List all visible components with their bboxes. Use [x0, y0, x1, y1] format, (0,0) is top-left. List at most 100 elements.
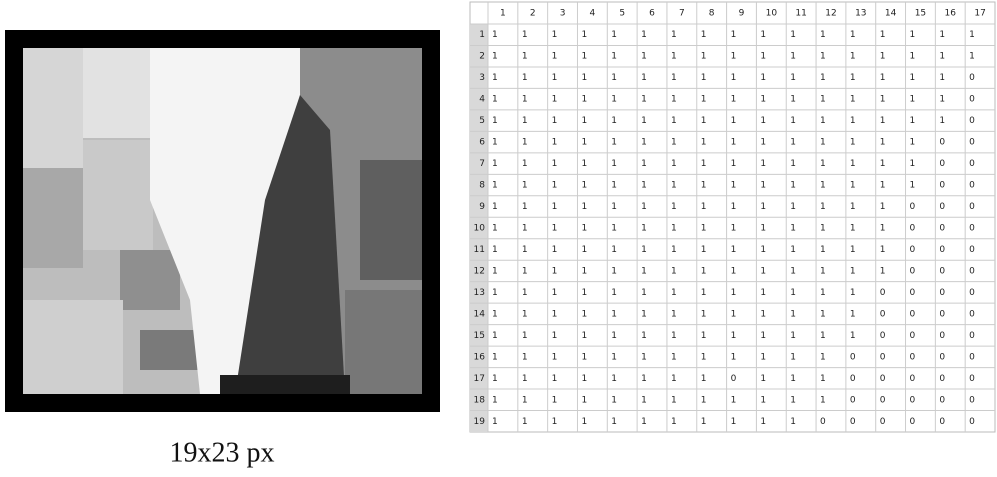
cell: 1 — [641, 202, 647, 212]
cell: 1 — [552, 202, 558, 212]
cell: 1 — [760, 116, 766, 126]
cell: 1 — [611, 288, 617, 298]
cell: 1 — [760, 245, 766, 255]
pixel-block — [83, 140, 153, 250]
cell: 1 — [910, 116, 916, 126]
cell: 1 — [820, 52, 826, 62]
cell: 1 — [552, 95, 558, 105]
cell: 1 — [731, 116, 737, 126]
cell: 1 — [492, 181, 498, 191]
cell: 1 — [671, 95, 677, 105]
cell: 1 — [910, 52, 916, 62]
cell: 1 — [760, 309, 766, 319]
cell: 1 — [850, 52, 856, 62]
cell: 1 — [820, 116, 826, 126]
cell: 1 — [522, 202, 528, 212]
cell: 1 — [820, 73, 826, 83]
cell: 0 — [850, 374, 856, 384]
cell: 1 — [701, 224, 707, 234]
row-header: 16 — [474, 352, 486, 362]
cell: 1 — [552, 30, 558, 40]
cell: 1 — [552, 181, 558, 191]
cell: 0 — [820, 417, 826, 427]
cell: 1 — [492, 224, 498, 234]
cell: 1 — [611, 95, 617, 105]
cell: 1 — [850, 202, 856, 212]
cell: 1 — [641, 30, 647, 40]
cell: 1 — [701, 95, 707, 105]
cell: 1 — [701, 73, 707, 83]
cell: 1 — [522, 116, 528, 126]
cell: 1 — [910, 95, 916, 105]
cell: 1 — [552, 159, 558, 169]
cell: 1 — [790, 30, 796, 40]
cell: 0 — [939, 266, 945, 276]
cell: 1 — [731, 52, 737, 62]
cell: 1 — [671, 52, 677, 62]
cell: 0 — [939, 309, 945, 319]
cell: 0 — [910, 374, 916, 384]
cell: 1 — [492, 202, 498, 212]
row-header: 17 — [474, 374, 485, 384]
cell: 0 — [939, 331, 945, 341]
cell: 1 — [641, 73, 647, 83]
cell: 1 — [581, 309, 587, 319]
cell: 1 — [611, 52, 617, 62]
cell: 1 — [611, 395, 617, 405]
cell: 1 — [731, 224, 737, 234]
cell: 0 — [969, 395, 975, 405]
cell: 1 — [880, 73, 886, 83]
cell: 1 — [492, 138, 498, 148]
cell: 1 — [790, 181, 796, 191]
row-header: 5 — [479, 116, 485, 126]
cell: 1 — [850, 181, 856, 191]
cell: 1 — [671, 159, 677, 169]
cell: 0 — [880, 309, 886, 319]
cell: 0 — [969, 138, 975, 148]
cell: 1 — [492, 309, 498, 319]
cell: 0 — [880, 395, 886, 405]
cell: 1 — [760, 52, 766, 62]
cell: 1 — [731, 245, 737, 255]
cell: 1 — [581, 266, 587, 276]
cell: 1 — [492, 116, 498, 126]
cell: 0 — [910, 395, 916, 405]
cell: 1 — [790, 245, 796, 255]
cell: 1 — [790, 52, 796, 62]
cell: 1 — [790, 352, 796, 362]
cell: 1 — [790, 73, 796, 83]
cell: 0 — [969, 309, 975, 319]
cell: 1 — [611, 374, 617, 384]
cell: 1 — [701, 52, 707, 62]
cell: 1 — [760, 395, 766, 405]
cell: 0 — [969, 73, 975, 83]
cell: 1 — [820, 395, 826, 405]
cell: 1 — [701, 159, 707, 169]
row-header: 2 — [479, 52, 485, 62]
cell: 1 — [552, 417, 558, 427]
cell: 0 — [910, 202, 916, 212]
cell: 1 — [760, 288, 766, 298]
cell: 1 — [581, 159, 587, 169]
cell: 0 — [969, 245, 975, 255]
cell: 0 — [939, 245, 945, 255]
cell: 1 — [820, 288, 826, 298]
cell: 0 — [939, 374, 945, 384]
cell: 1 — [641, 374, 647, 384]
cell: 0 — [850, 395, 856, 405]
cell: 1 — [731, 352, 737, 362]
cell: 0 — [969, 116, 975, 126]
cell: 0 — [910, 352, 916, 362]
cell: 1 — [641, 224, 647, 234]
cell: 1 — [492, 30, 498, 40]
cell: 0 — [939, 417, 945, 427]
cell: 0 — [880, 374, 886, 384]
cell: 1 — [552, 73, 558, 83]
cell: 1 — [760, 266, 766, 276]
cell: 1 — [760, 331, 766, 341]
column-header: 5 — [619, 9, 625, 19]
cell: 1 — [790, 138, 796, 148]
cell: 1 — [522, 309, 528, 319]
cell: 1 — [522, 352, 528, 362]
cell: 0 — [939, 224, 945, 234]
